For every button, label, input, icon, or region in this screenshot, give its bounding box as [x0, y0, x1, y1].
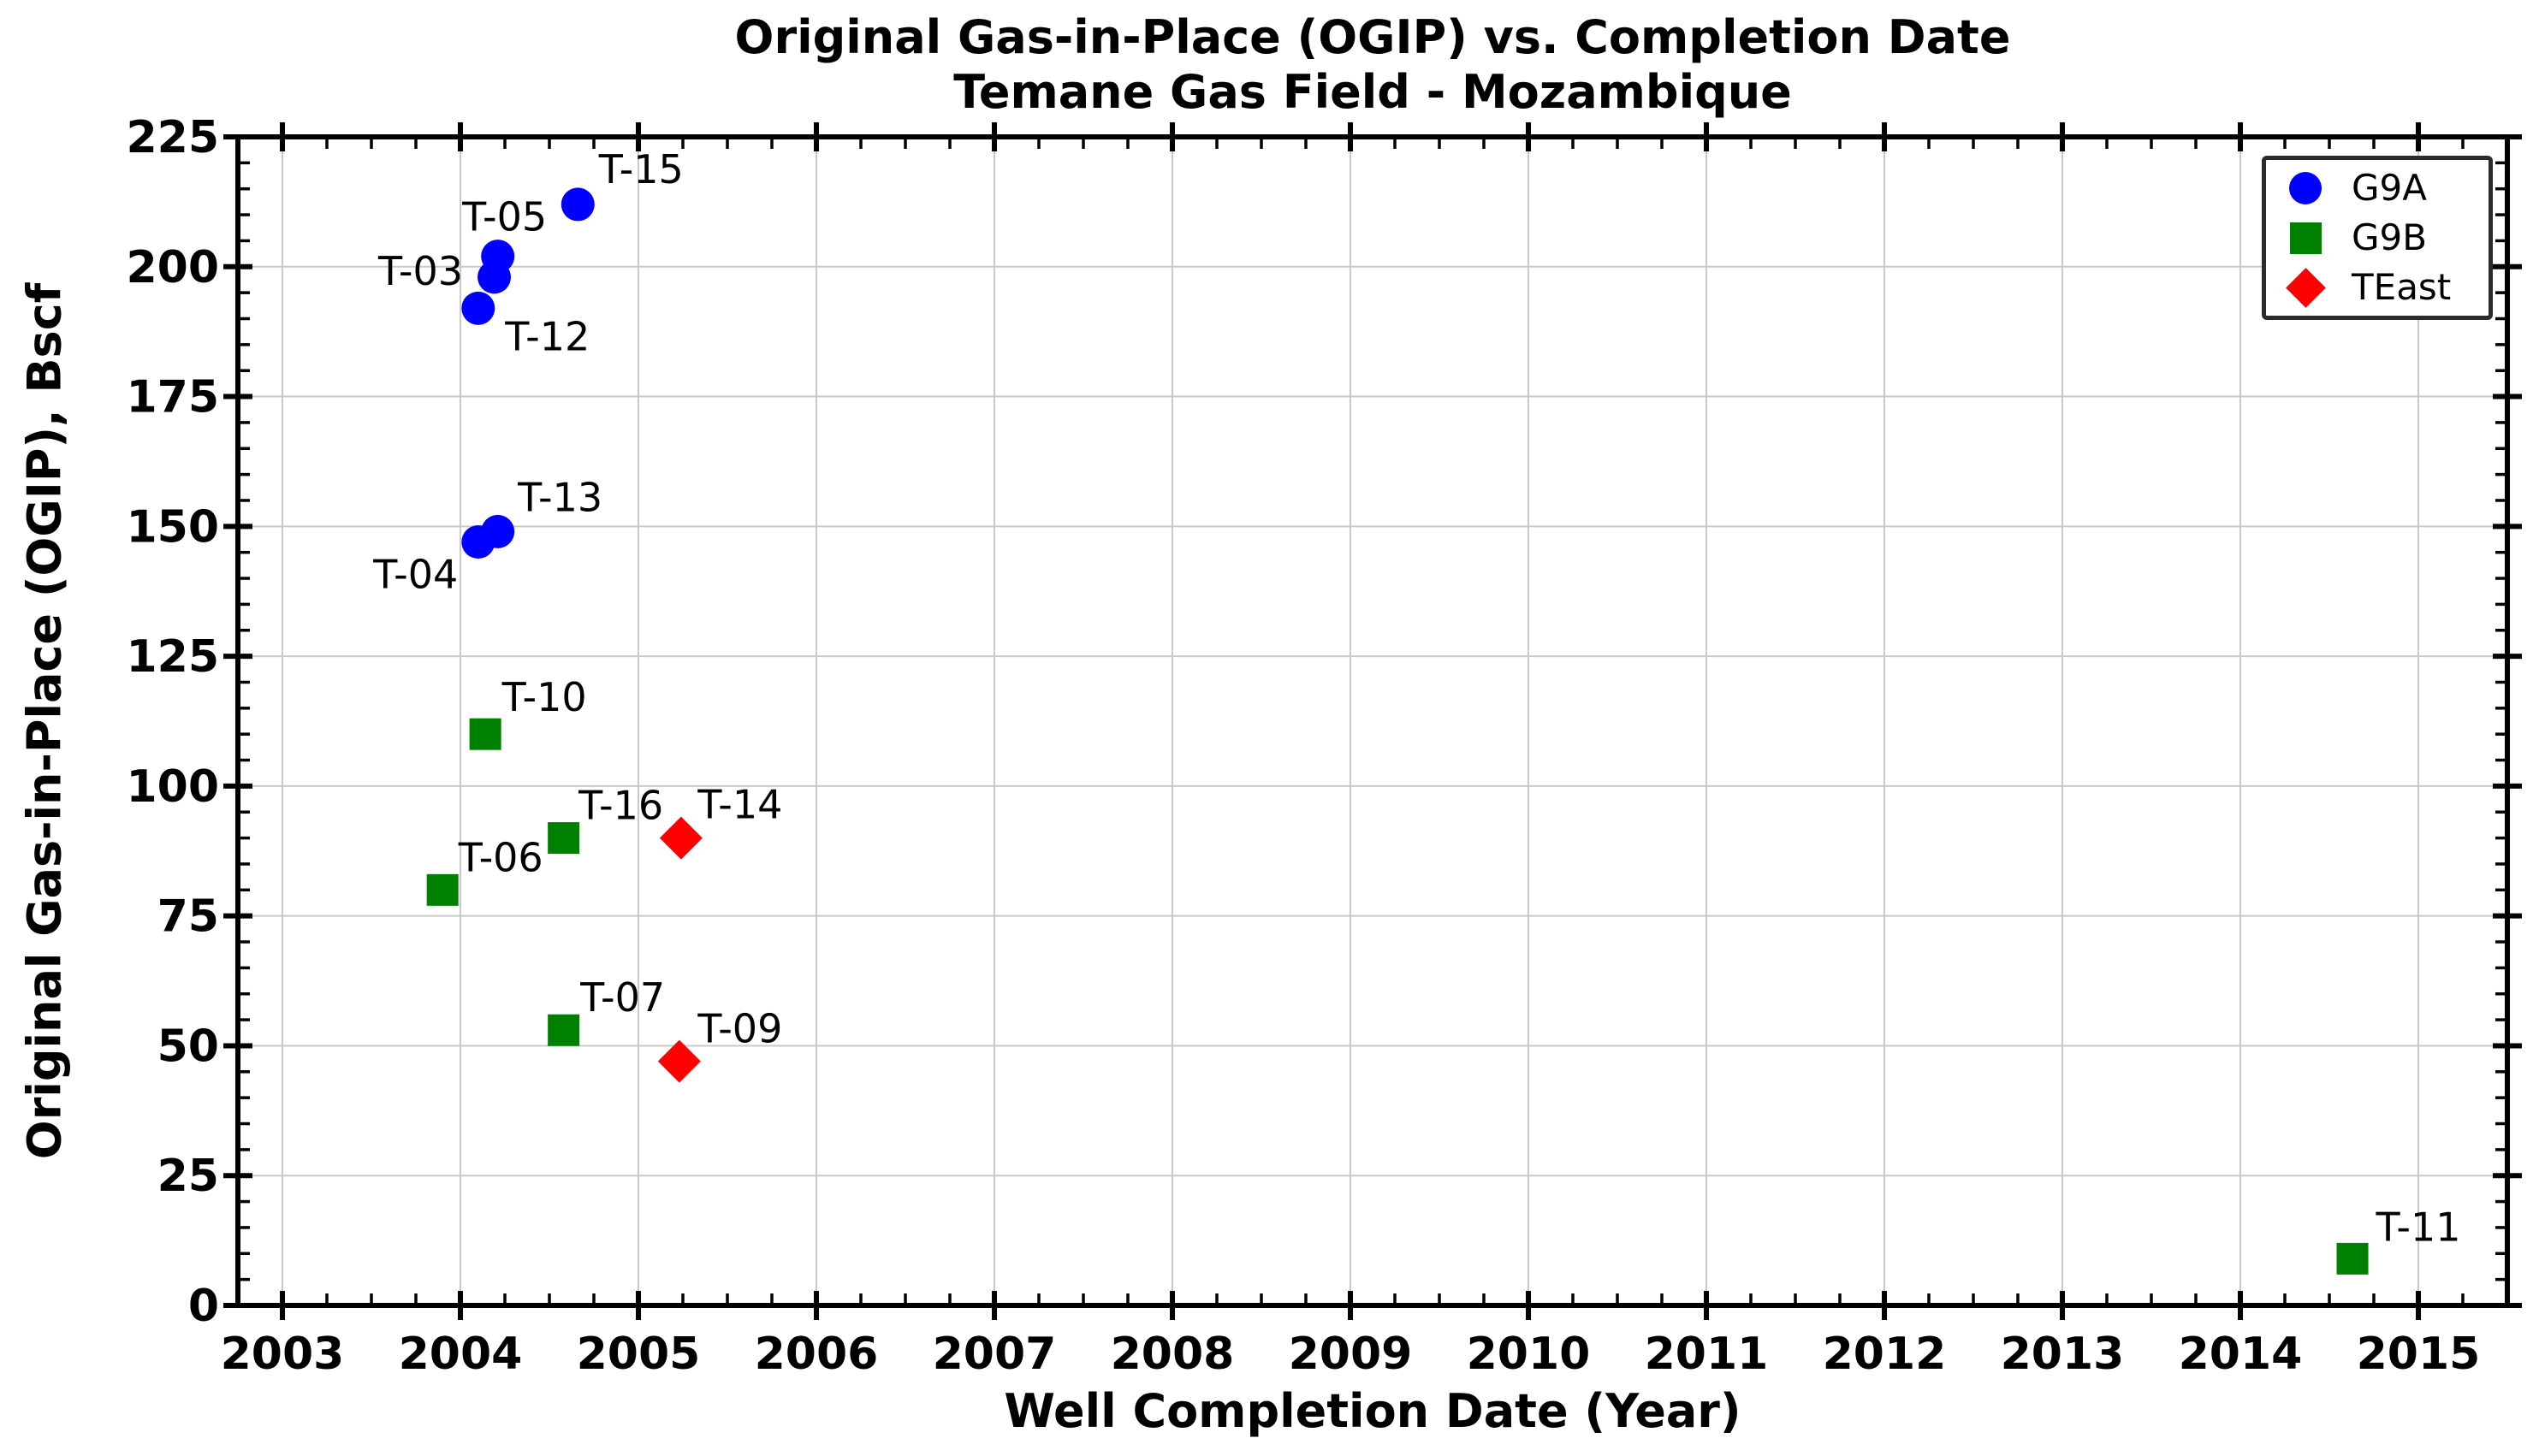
y-tick-label: 25	[157, 1151, 219, 1202]
x-tick-label: 2013	[2001, 1329, 2125, 1380]
x-tick-label: 2015	[2357, 1329, 2481, 1380]
marker-t-14	[659, 816, 703, 860]
marker-t-11	[2336, 1242, 2369, 1275]
label-t-09: T-09	[697, 1006, 782, 1052]
label-t-14: T-14	[697, 782, 782, 828]
label-t-13: T-13	[517, 474, 602, 520]
y-tick-label: 225	[126, 112, 219, 163]
marker-t-03	[478, 260, 512, 294]
label-t-11: T-11	[2376, 1204, 2461, 1250]
circle-marker-icon	[2285, 168, 2326, 209]
label-t-06: T-06	[458, 834, 543, 880]
legend-diamond-swatch	[2285, 267, 2326, 308]
marker-t-04	[461, 525, 495, 559]
label-t-03: T-03	[377, 248, 463, 294]
legend-item-teast: TEast	[2285, 267, 2480, 308]
chart-title: Original Gas-in-Place (OGIP) vs. Complet…	[734, 10, 2011, 64]
x-tick-label: 2008	[1111, 1329, 1235, 1380]
x-tick-label: 2007	[933, 1329, 1057, 1380]
marker-t-10	[469, 718, 501, 750]
y-tick-label: 0	[188, 1281, 219, 1332]
x-tick-label: 2009	[1289, 1329, 1413, 1380]
label-t-16: T-16	[578, 783, 663, 829]
marker-t-09	[657, 1039, 701, 1083]
label-t-12: T-12	[504, 313, 590, 359]
x-tick-label: 2011	[1645, 1329, 1769, 1380]
x-tick-label: 2010	[1467, 1329, 1591, 1380]
x-tick-label: 2005	[577, 1329, 701, 1380]
y-tick-label: 75	[157, 891, 219, 943]
legend-label: G9B	[2352, 216, 2428, 258]
y-tick-label: 125	[126, 631, 219, 683]
y-tick-label: 200	[126, 242, 219, 293]
y-tick-label: 150	[126, 501, 219, 553]
legend-circle-swatch	[2289, 172, 2322, 204]
legend: G9A G9B TEast	[2262, 156, 2493, 320]
y-axis-label: Original Gas-in-Place (OGIP), Bscf	[17, 282, 72, 1160]
diamond-marker-icon	[2285, 267, 2326, 308]
legend-label: G9A	[2352, 167, 2427, 209]
x-tick-label: 2012	[1823, 1329, 1947, 1380]
label-t-05: T-05	[461, 194, 547, 240]
x-tick-label: 2003	[221, 1329, 345, 1380]
marker-t-15	[561, 187, 595, 222]
x-axis-label: Well Completion Date (Year)	[1004, 1384, 1741, 1438]
label-t-10: T-10	[501, 674, 587, 720]
x-tick-label: 2004	[399, 1329, 523, 1380]
legend-square-swatch	[2289, 222, 2322, 254]
y-tick-label: 175	[126, 372, 219, 423]
marker-t-12	[461, 291, 495, 325]
x-tick-label: 2014	[2179, 1329, 2303, 1380]
chart-title-block: Original Gas-in-Place (OGIP) vs. Complet…	[238, 10, 2507, 120]
chart-subtitle: Temane Gas Field - Mozambique	[953, 65, 1792, 119]
axes-spines	[235, 134, 2510, 1308]
label-t-15: T-15	[598, 146, 684, 192]
label-t-04: T-04	[372, 552, 458, 598]
y-tick-label: 100	[126, 761, 219, 813]
legend-item-g9b: G9B	[2285, 217, 2480, 258]
y-tick-label: 50	[157, 1021, 219, 1072]
marker-t-16	[548, 822, 580, 855]
x-tick-label: 2006	[755, 1329, 879, 1380]
marker-t-07	[548, 1014, 580, 1046]
label-t-07: T-07	[579, 974, 665, 1021]
square-marker-icon	[2285, 217, 2326, 258]
legend-label: TEast	[2352, 266, 2452, 308]
legend-item-g9a: G9A	[2285, 168, 2480, 209]
marker-t-06	[426, 873, 459, 906]
